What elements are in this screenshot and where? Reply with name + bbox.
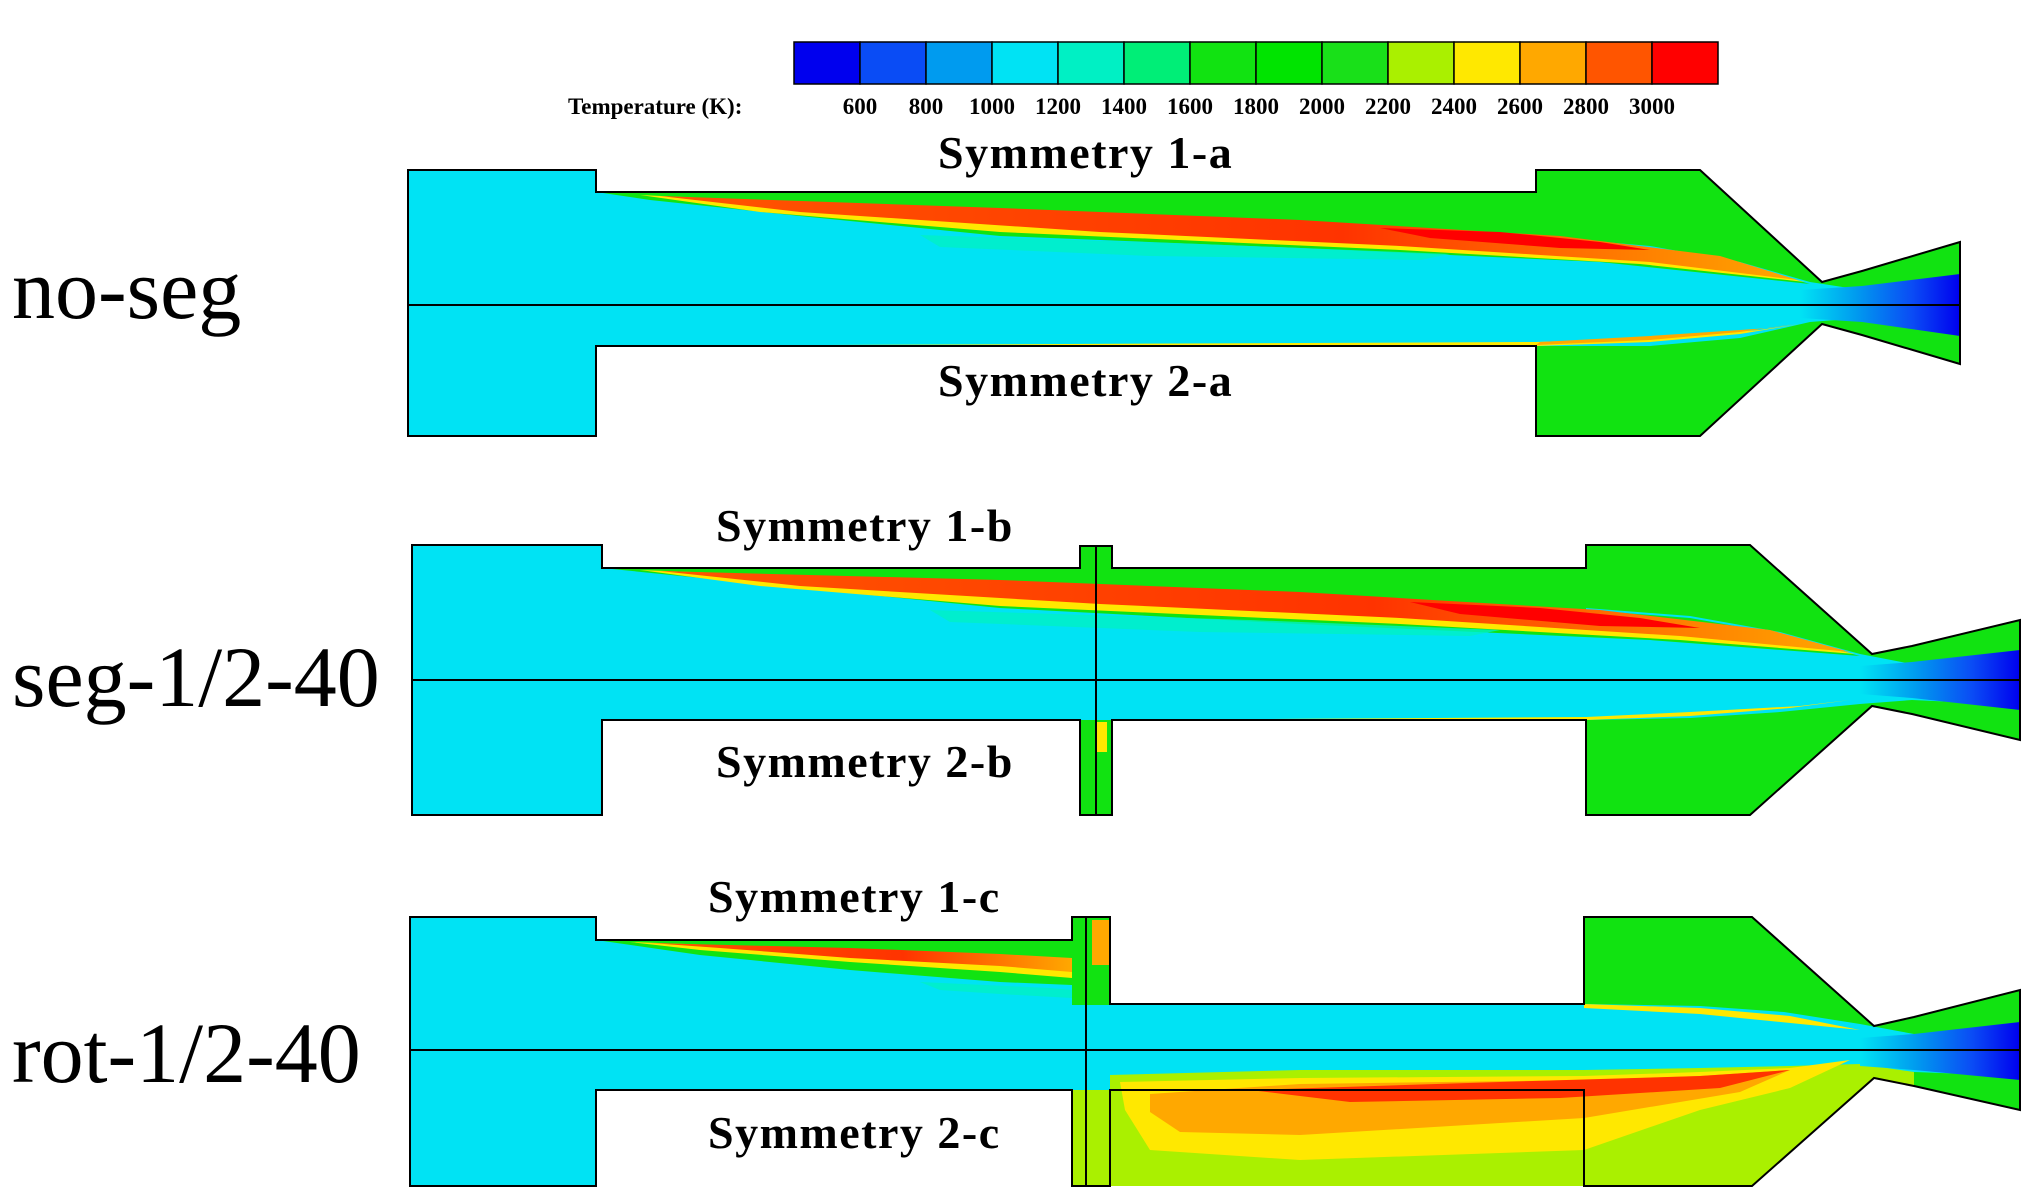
legend-swatch	[991, 41, 1059, 85]
flame-layer-top-orange	[650, 943, 1072, 972]
legend-swatch	[1189, 41, 1257, 85]
legend-swatch	[859, 41, 927, 85]
aft-chamber-hot-gas-top	[1536, 170, 1960, 290]
symmetry-label-top: Symmetry 1-b	[716, 500, 1014, 551]
legend-tick-label: 1400	[1101, 94, 1147, 119]
legend-swatch	[1255, 41, 1323, 85]
symmetry-label-bottom: Symmetry 2-c	[708, 1107, 1001, 1158]
case-label-seg: seg-1/2-40	[12, 629, 380, 725]
legend-swatch	[1387, 41, 1455, 85]
legend-swatch	[925, 41, 993, 85]
motor-outline	[407, 169, 1961, 437]
case-seg: seg-1/2-40 Symmetry 1-b Symmetry 2-b	[12, 500, 2021, 816]
legend-swatch	[793, 41, 861, 85]
legend-tick-label: 2600	[1497, 94, 1543, 119]
aft-chamber-hot-gas-top	[1586, 545, 2020, 664]
flame-core-bottom	[1250, 1070, 1790, 1102]
symmetry-label-top: Symmetry 1-c	[708, 871, 1001, 922]
symmetry-label-bottom: Symmetry 2-a	[938, 355, 1233, 406]
flame-layer-bottom-orange	[1536, 324, 1795, 345]
legend-tick-labels: 600 800 1000 1200 1400 1600 1800 2000 2200 2400 26…	[843, 94, 1675, 119]
legend-colorbar	[793, 41, 1719, 85]
cool-band-top	[930, 610, 1500, 636]
cool-band-top	[920, 235, 1450, 260]
case-no-seg: no-seg Symmetry 1-a Symmetry 2-a	[12, 127, 1961, 437]
flame-layer-top-orange	[660, 196, 1798, 280]
legend-title: Temperature (K):	[568, 94, 742, 119]
symmetry-label-top: Symmetry 1-a	[938, 127, 1233, 178]
legend-tick-label: 2800	[1563, 94, 1609, 119]
flame-layer-aft-top	[1584, 1004, 1860, 1030]
aft-chamber-hot-gas-bottom	[1536, 318, 1960, 436]
legend-tick-label: 800	[909, 94, 944, 119]
legend-tick-label: 1200	[1035, 94, 1081, 119]
legend-tick-label: 600	[843, 94, 878, 119]
case-label-no-seg: no-seg	[12, 241, 241, 337]
legend-swatch	[1453, 41, 1521, 85]
legend-swatch	[1123, 41, 1191, 85]
aft-chamber-hot-gas-top	[1584, 917, 2020, 1034]
legend-tick-label: 2200	[1365, 94, 1411, 119]
legend-tick-label: 2400	[1431, 94, 1477, 119]
segment-gap-top-hot	[1092, 920, 1110, 965]
legend-swatch	[1519, 41, 1587, 85]
color-legend: Temperature (K): 600 800 1000 1200 1400 1600 1…	[568, 41, 1719, 119]
flame-layer-top-orange	[660, 571, 1850, 652]
legend-tick-label: 2000	[1299, 94, 1345, 119]
flame-core-top	[1380, 228, 1650, 250]
segment-gap-bottom-warm	[1097, 722, 1107, 752]
legend-swatch	[1057, 41, 1125, 85]
legend-swatch	[1321, 41, 1389, 85]
legend-swatch	[1585, 41, 1653, 85]
flame-layer-top-outer	[596, 940, 1072, 985]
flame-layer-top-yellow	[630, 942, 1072, 978]
legend-swatch	[1651, 41, 1719, 85]
symmetry-label-bottom: Symmetry 2-b	[716, 736, 1014, 787]
legend-tick-label: 1000	[969, 94, 1015, 119]
case-label-rot: rot-1/2-40	[12, 1005, 361, 1101]
case-rot: rot-1/2-40 Symmetry 1-c Symmetry 2-c	[12, 871, 2021, 1187]
flame-layer-bottom	[1112, 700, 1850, 720]
segment-gap-bottom	[1072, 1090, 1110, 1186]
motor-outline	[409, 916, 2021, 1187]
motor-outline	[411, 544, 2021, 816]
flame-core-top	[1410, 602, 1700, 628]
legend-tick-label: 1600	[1167, 94, 1213, 119]
legend-tick-label: 3000	[1629, 94, 1675, 119]
cool-band-top	[920, 982, 1072, 998]
legend-tick-label: 1800	[1233, 94, 1279, 119]
aft-chamber-hot-gas-bottom	[1586, 700, 2020, 815]
